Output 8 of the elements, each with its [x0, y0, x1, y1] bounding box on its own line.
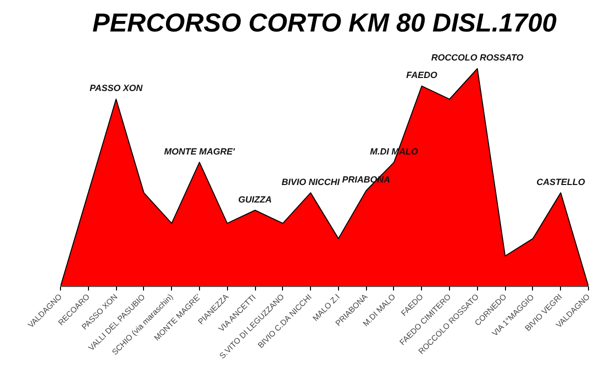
annotation: BIVIO NICCHI: [282, 176, 340, 187]
annotation: FAEDO: [406, 70, 438, 80]
annotation: MONTE MAGRE': [164, 146, 236, 156]
annotation: CASTELLO: [536, 176, 585, 187]
annotation: PASSO XON: [90, 83, 143, 94]
annotation: GUIZZA: [238, 194, 272, 204]
chart-title: PERCORSO CORTO KM 80 DISL.1700: [92, 8, 558, 38]
annotation: ROCCOLO ROSSATO: [431, 52, 524, 63]
